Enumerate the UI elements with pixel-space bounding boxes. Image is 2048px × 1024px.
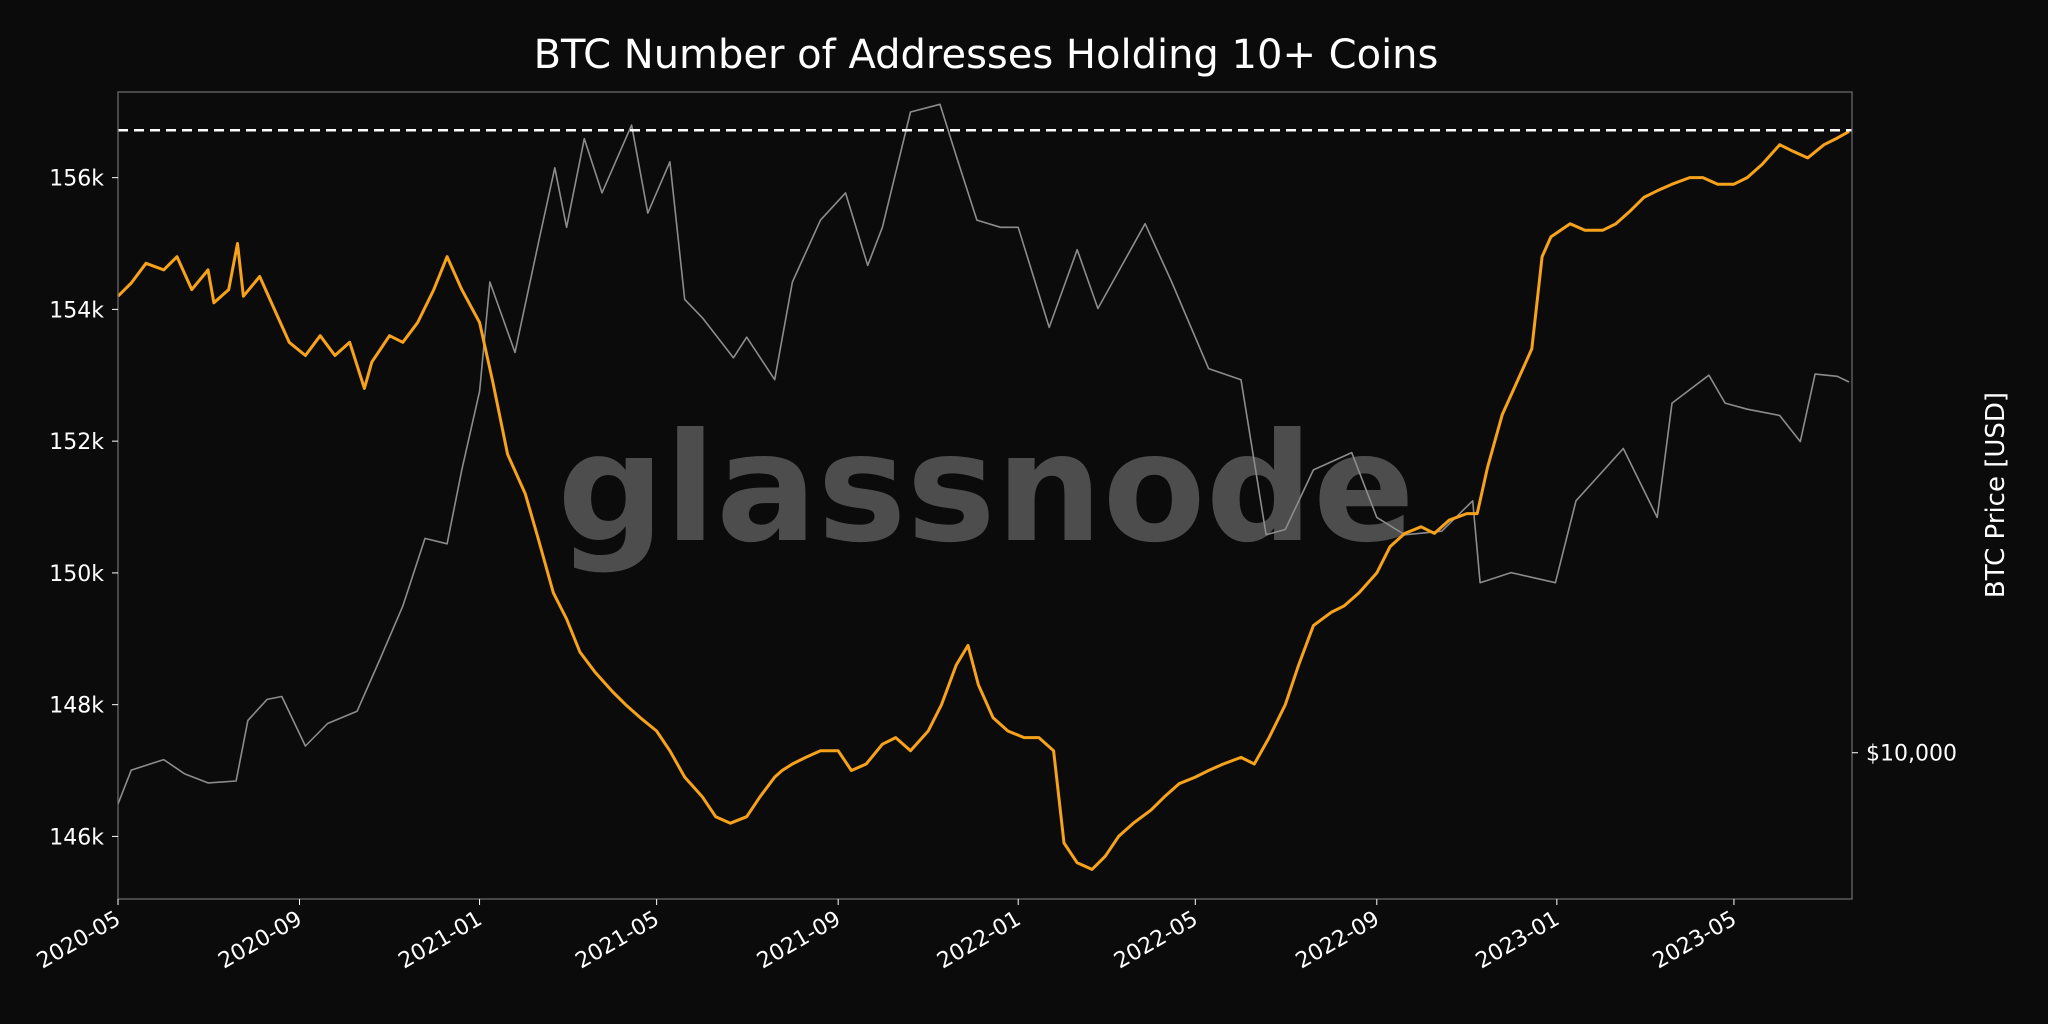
y-tick-label: 152k xyxy=(49,430,104,455)
y-tick-label: 146k xyxy=(49,825,104,850)
right-axis-label: BTC Price [USD] xyxy=(1981,392,2011,598)
addresses-series-layer xyxy=(116,130,1850,871)
y-tick-label: 154k xyxy=(49,298,104,323)
price-series-layer xyxy=(117,103,1850,805)
right-axis-ticks: $10,000 xyxy=(1852,742,1957,767)
left-axis-ticks: 146k 148k 150k 152k 154k 156k xyxy=(49,167,118,850)
btc-price-line xyxy=(117,103,1850,805)
y-tick-label: 150k xyxy=(49,562,104,587)
y-tick-label: 156k xyxy=(49,167,104,192)
glassnode-watermark: glassnode xyxy=(557,402,1415,576)
y2-tick-label: $10,000 xyxy=(1866,742,1957,767)
plot-frame xyxy=(117,91,1853,900)
addresses-line xyxy=(116,130,1850,871)
y-tick-label: 148k xyxy=(49,694,104,719)
chart-title: BTC Number of Addresses Holding 10+ Coin… xyxy=(534,32,1439,78)
